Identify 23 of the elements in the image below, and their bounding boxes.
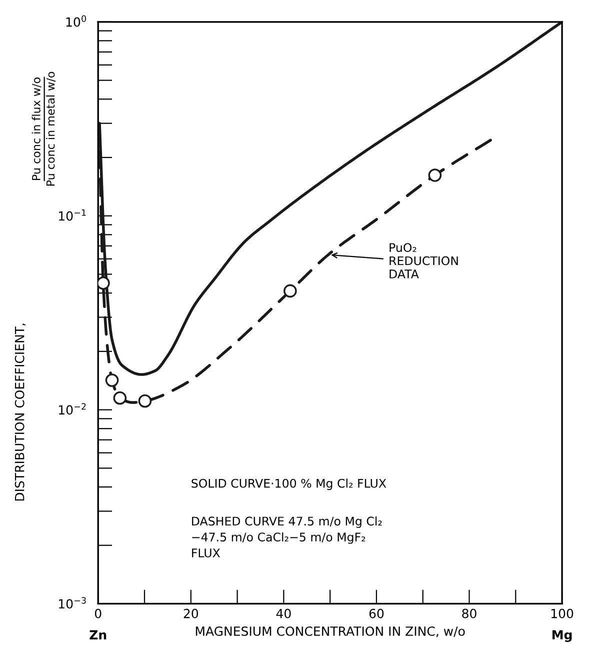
point (113, 391, 127, 405)
point (138, 394, 152, 408)
text: Zn (90, 630, 106, 640)
y-tick-label: 10$^{−3}$ (58, 597, 86, 609)
x-tick-label: 0 (94, 608, 102, 618)
text: Pu conc in flux w/o Pu conc in metal w/o (32, 72, 56, 186)
x-tick-label: 60 (369, 608, 384, 618)
x-axis-title: MAGNESIUM CONCENTRATION IN ZINC, w/o (196, 626, 465, 638)
y-tick-label: 10$^{−1}$ (58, 209, 86, 221)
annotation: PuO₂ REDUCTION DATA (390, 243, 458, 278)
x-tick-label: 20 (184, 608, 198, 618)
y-tick-label: 10$^{−2}$ (58, 403, 86, 415)
x-tick-label: 100 (551, 608, 574, 618)
text: Mg (552, 630, 572, 642)
x-tick-label: 80 (462, 608, 476, 618)
x-tick-label: 40 (276, 608, 291, 618)
point (428, 168, 442, 182)
annotation: DASHED CURVE 47.5 m/o Mg Cl₂ −47.5 m/o CaCl₂−5 m/o MgF₂ FLUX (192, 516, 382, 558)
point (105, 374, 119, 387)
y-axis-title: DISTRIBUTION COEFFICIENT, (14, 324, 26, 501)
annotation: SOLID CURVE·100 % Mg Cl₂ FLUX (192, 478, 386, 490)
point (284, 284, 297, 298)
y-tick-label: 10$^{0}$ (66, 15, 86, 27)
